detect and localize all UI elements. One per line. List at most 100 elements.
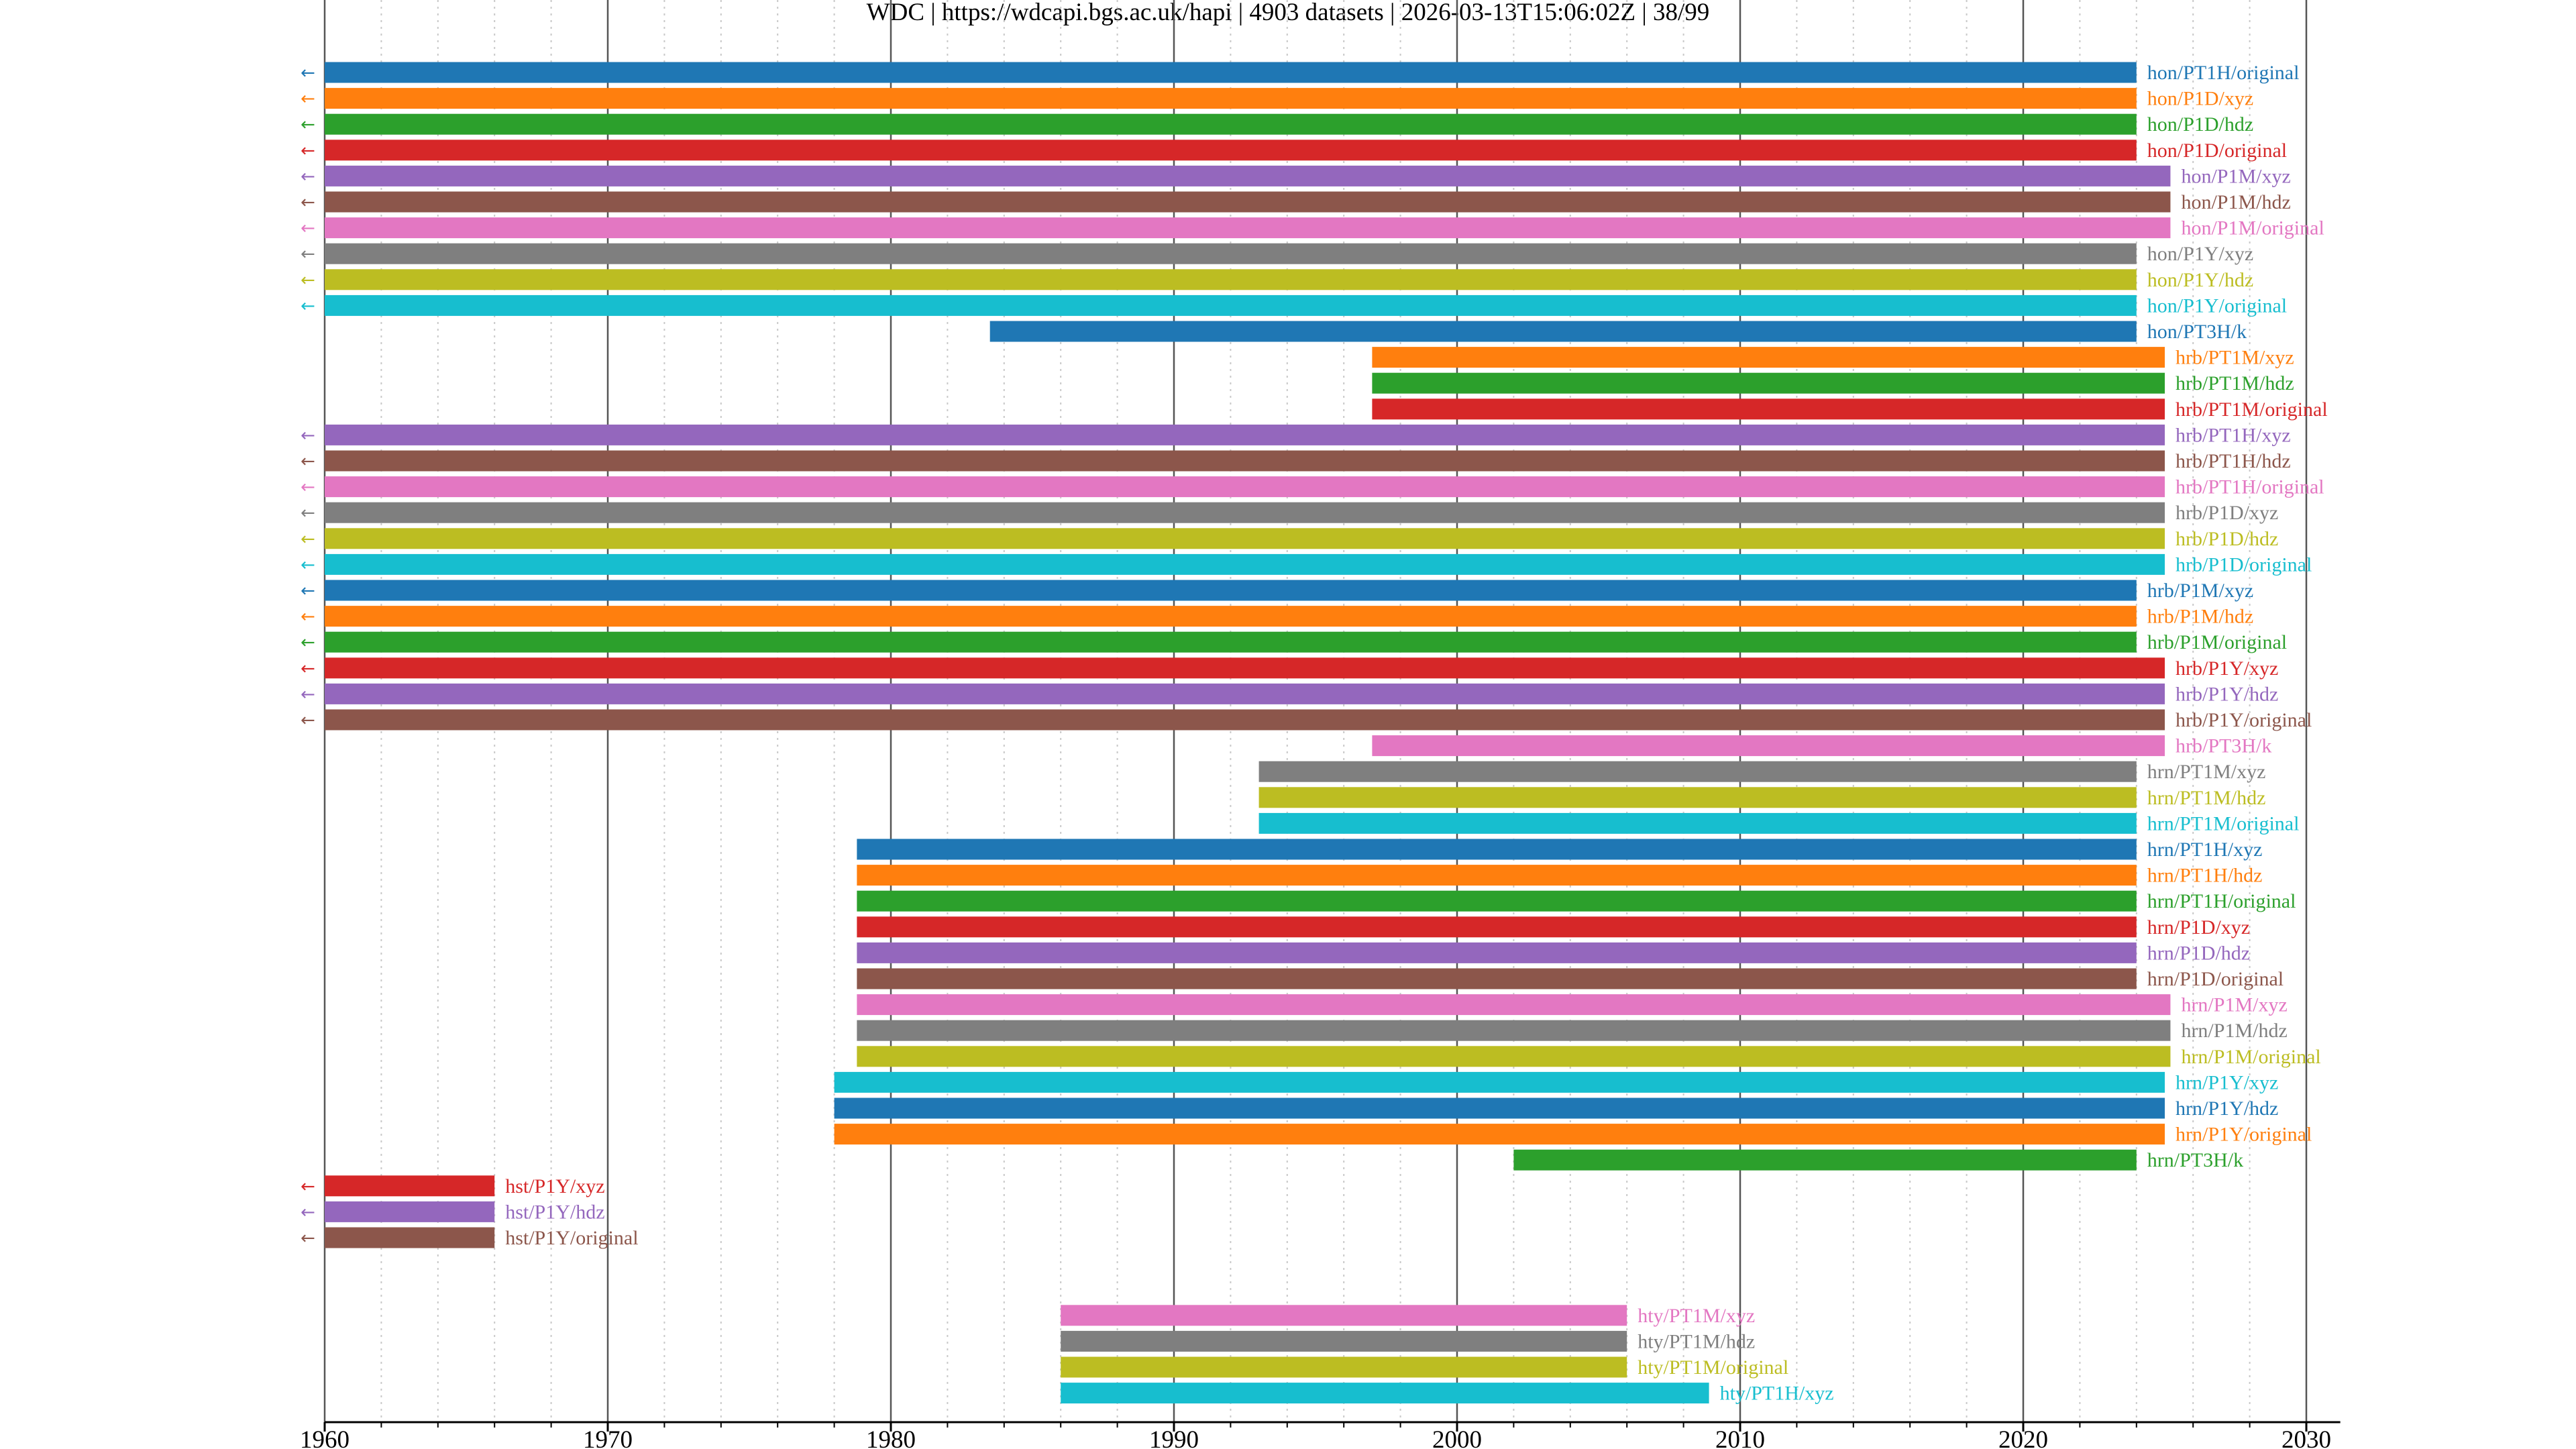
dataset-bar (1372, 347, 2165, 368)
left-arrow-icon: ← (301, 219, 315, 239)
dataset-bar (325, 269, 2137, 290)
dataset-label: hon/P1D/original (2147, 140, 2287, 162)
dataset-label: hrb/P1Y/hdz (2176, 683, 2278, 705)
dataset-label: hty/PT1H/xyz (1720, 1383, 1834, 1405)
dataset-label: hrb/P1M/xyz (2147, 580, 2253, 602)
dataset-label: hrn/PT1H/original (2147, 890, 2296, 912)
dataset-bar (325, 1175, 495, 1197)
dataset-label: hrn/PT1M/hdz (2147, 787, 2266, 809)
dataset-label: hrb/PT3H/k (2176, 735, 2271, 757)
dataset-label: hon/PT1H/original (2147, 62, 2300, 84)
left-arrow-icon: ← (301, 529, 315, 549)
dataset-bar (834, 1097, 2165, 1119)
dataset-bar (1061, 1383, 1709, 1404)
dataset-bar (857, 1046, 2171, 1067)
left-arrow-icon: ← (301, 478, 315, 498)
left-arrow-icon: ← (301, 555, 315, 575)
dataset-label: hty/PT1M/original (1638, 1356, 1788, 1379)
dataset-label: hrb/P1Y/original (2176, 709, 2312, 731)
dataset-bar (857, 916, 2137, 938)
dataset-bar (1258, 812, 2137, 834)
dataset-bar (325, 1201, 495, 1222)
dataset-bar (325, 191, 2171, 213)
dataset-bar (1258, 761, 2137, 782)
dataset-label: hrb/PT1M/original (2176, 398, 2328, 421)
dataset-label: hty/PT1M/xyz (1638, 1305, 1755, 1327)
left-arrow-icon: ← (301, 451, 315, 472)
dataset-label: hst/P1Y/original (505, 1227, 638, 1249)
dataset-label: hrb/PT1H/xyz (2176, 424, 2291, 446)
dataset-label: hrn/P1Y/hdz (2176, 1097, 2278, 1120)
dataset-label: hrb/P1D/original (2176, 553, 2312, 576)
dataset-bar (1258, 787, 2137, 808)
x-axis: 1960 1970 1980 1990 2000 2010 2020 2030 (300, 1421, 2341, 1449)
tick-label: 1990 (1149, 1426, 1199, 1449)
left-arrow-icon: ← (301, 270, 315, 290)
dataset-bar (1372, 398, 2165, 420)
chart-title: WDC | https://wdcapi.bgs.ac.uk/hapi | 49… (867, 0, 1710, 26)
dataset-label: hon/P1D/xyz (2147, 88, 2253, 110)
dataset-label: hrn/PT1M/xyz (2147, 761, 2266, 783)
dataset-bar (325, 113, 2137, 135)
dataset-bar (325, 502, 2165, 523)
left-arrow-icon: ← (301, 141, 315, 161)
dataset-label: hst/P1Y/xyz (505, 1175, 604, 1197)
dataset-bar (325, 243, 2137, 264)
dataset-bar (857, 865, 2137, 886)
left-arrow-icon: ← (301, 1202, 315, 1222)
dataset-label: hrn/P1M/xyz (2181, 994, 2287, 1016)
dataset-bar (857, 890, 2137, 912)
tick-label: 2010 (1715, 1426, 1765, 1449)
dataset-label: hrb/P1M/hdz (2147, 606, 2253, 628)
dataset-label: hrn/P1D/xyz (2147, 916, 2250, 938)
dataset-label: hon/P1M/original (2181, 217, 2324, 239)
left-arrow-icon: ← (301, 425, 315, 445)
dataset-bar (989, 321, 2137, 342)
left-arrow-icon: ← (301, 710, 315, 731)
left-arrow-icon: ← (301, 244, 315, 264)
dataset-bar (325, 450, 2165, 472)
dataset-bar (857, 839, 2137, 860)
left-arrow-icon: ← (301, 115, 315, 135)
dataset-bar (1513, 1149, 2137, 1171)
dataset-label: hon/P1M/hdz (2181, 191, 2290, 213)
dataset-bar (325, 140, 2137, 161)
dataset-label: hrn/P1D/original (2147, 968, 2284, 990)
dataset-label: hrn/P1Y/xyz (2176, 1071, 2278, 1093)
tick-label: 2020 (1998, 1426, 2048, 1449)
dataset-bar (857, 994, 2171, 1016)
dataset-bar (857, 942, 2137, 963)
dataset-bar (1061, 1305, 1627, 1326)
dataset-bar (325, 476, 2165, 498)
left-arrow-icon: ← (301, 296, 315, 316)
dataset-label: hrn/P1Y/original (2176, 1124, 2312, 1146)
dataset-bar (1372, 735, 2165, 757)
dataset-label: hrb/PT1H/original (2176, 476, 2324, 498)
dataset-bar (325, 631, 2137, 653)
tick-label: 1960 (300, 1426, 350, 1449)
dataset-label: hty/PT1M/hdz (1638, 1330, 1755, 1352)
dataset-bar (857, 968, 2137, 989)
left-arrow-icon: ← (301, 63, 315, 83)
tick-label: 1970 (583, 1426, 633, 1449)
dataset-label: hrb/PT1M/hdz (2176, 372, 2294, 394)
dataset-label: hrn/PT1H/hdz (2147, 865, 2263, 887)
dataset-bar (325, 217, 2171, 239)
dataset-bar (1061, 1330, 1627, 1352)
left-arrow-icon: ← (301, 503, 315, 523)
dataset-bar (325, 657, 2165, 679)
left-arrow-icon: ← (301, 633, 315, 653)
dataset-bar (325, 424, 2165, 445)
dataset-bar (325, 528, 2165, 549)
left-arrow-icon: ← (301, 659, 315, 679)
dataset-bar (325, 294, 2137, 316)
dataset-label: hrb/P1D/hdz (2176, 528, 2278, 550)
tick-label: 2000 (1432, 1426, 1482, 1449)
left-arrow-icon: ← (301, 1228, 315, 1248)
dataset-label: hrn/PT1H/xyz (2147, 839, 2263, 861)
dataset-label: hrb/PT1M/xyz (2176, 347, 2294, 369)
dataset-label: hrb/P1D/xyz (2176, 502, 2278, 524)
left-arrow-icon: ← (301, 684, 315, 704)
dataset-label: hrb/P1Y/xyz (2176, 657, 2278, 680)
